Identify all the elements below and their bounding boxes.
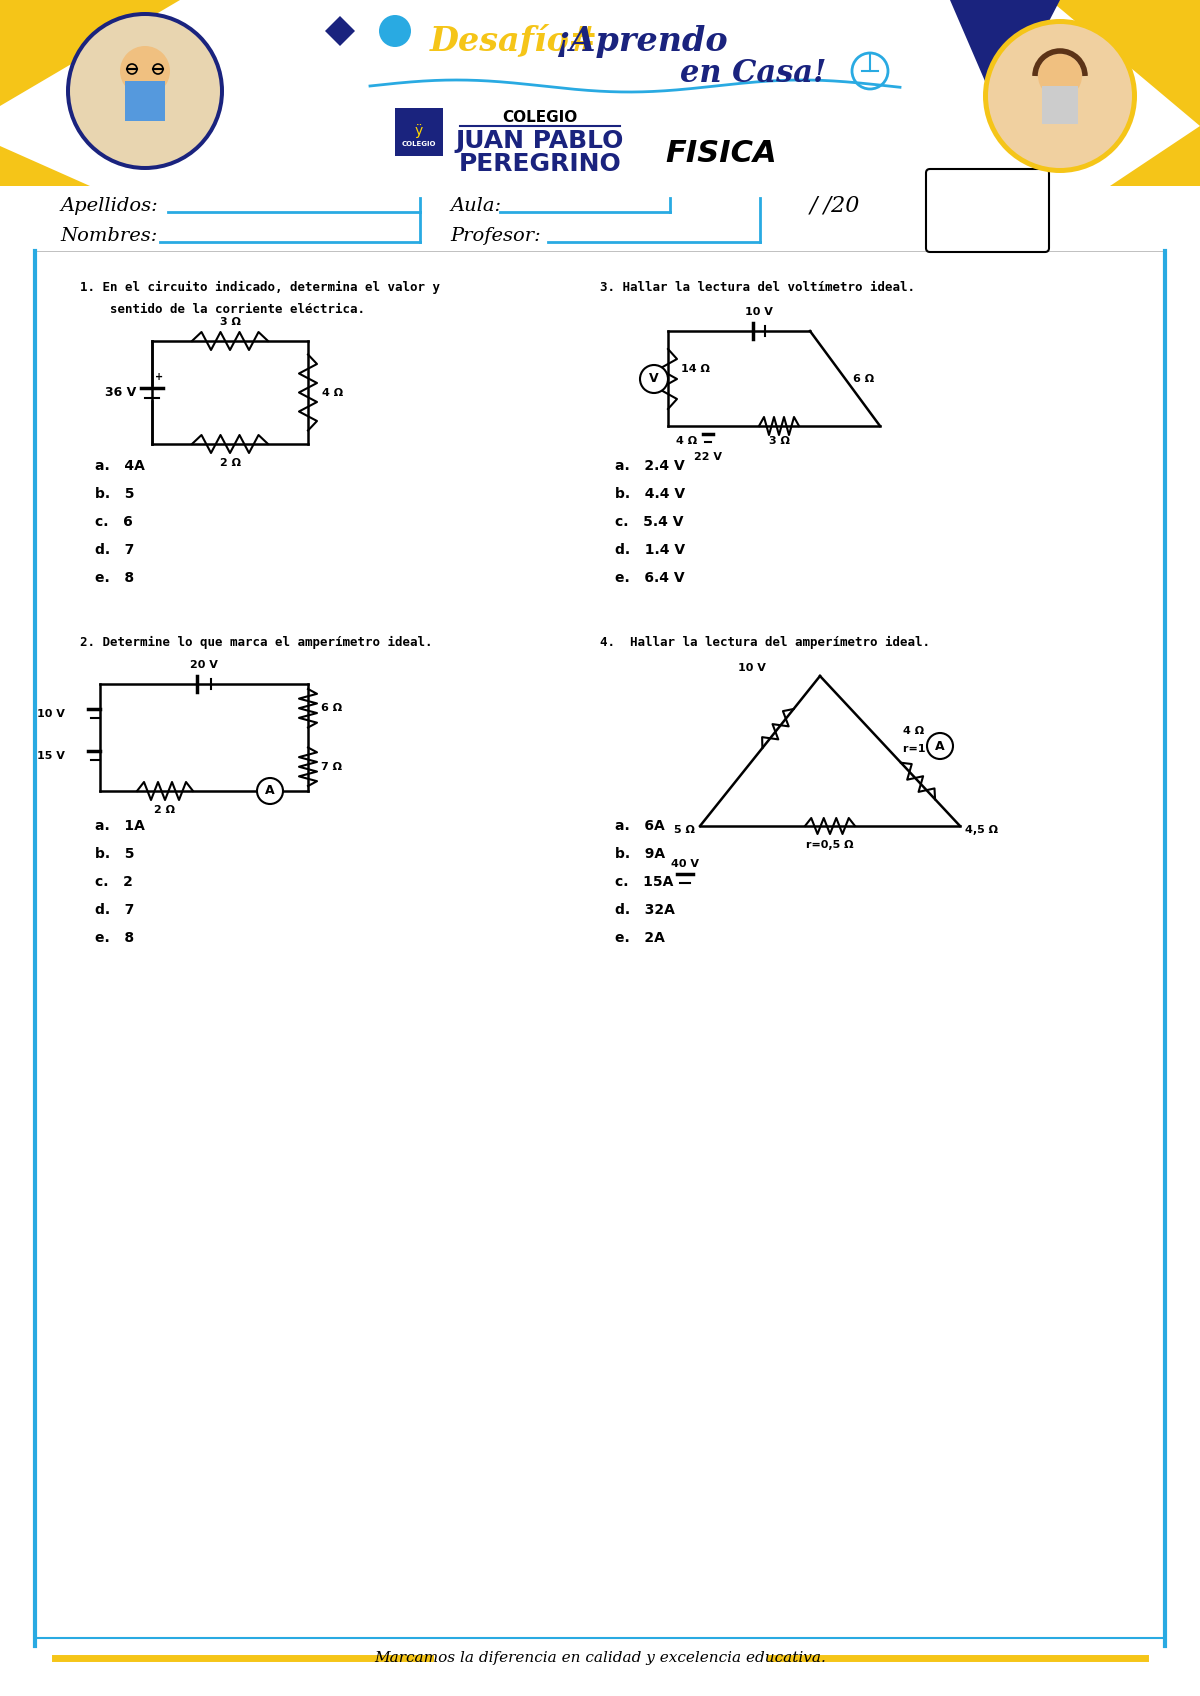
Bar (395, 109, 443, 156)
Circle shape (120, 46, 170, 97)
Text: 22 V: 22 V (694, 453, 722, 461)
Text: 4 Ω: 4 Ω (676, 436, 697, 446)
Text: 4.  Hallar la lectura del amperímetro ideal.: 4. Hallar la lectura del amperímetro ide… (600, 636, 930, 650)
Circle shape (379, 15, 410, 47)
Text: e.   6.4 V: e. 6.4 V (616, 572, 685, 585)
Text: a.   4A: a. 4A (95, 460, 145, 473)
Text: 2. Determine lo que marca el amperímetro ideal.: 2. Determine lo que marca el amperímetro… (80, 636, 432, 650)
Text: 4,5 Ω: 4,5 Ω (965, 824, 998, 834)
Text: PEREGRINO: PEREGRINO (458, 153, 622, 176)
Text: 36 V: 36 V (104, 387, 136, 399)
Text: Aula:: Aula: (450, 197, 502, 215)
Text: 20 V: 20 V (190, 660, 218, 670)
Text: a.   6A: a. 6A (616, 819, 665, 833)
Text: r=1 Ω: r=1 Ω (904, 745, 938, 755)
Text: ¡Aprendo: ¡Aprendo (554, 24, 727, 58)
Text: 4 Ω: 4 Ω (904, 726, 924, 736)
Text: / /20: / /20 (810, 195, 860, 217)
Text: V: V (649, 373, 659, 385)
Text: Nombres:: Nombres: (60, 227, 157, 244)
Text: 3 Ω: 3 Ω (220, 317, 240, 327)
Text: 4 Ω: 4 Ω (322, 387, 343, 397)
Text: a.   2.4 V: a. 2.4 V (616, 460, 685, 473)
Text: r=0,5 Ω: r=0,5 Ω (806, 840, 853, 850)
Circle shape (70, 15, 220, 166)
Circle shape (988, 24, 1132, 168)
Bar (125, 81, 166, 120)
Circle shape (640, 365, 668, 393)
Text: 3 Ω: 3 Ω (768, 436, 790, 446)
Text: 7 Ω: 7 Ω (322, 762, 342, 772)
Text: Marcamos la diferencia en calidad y excelencia educativa.: Marcamos la diferencia en calidad y exce… (374, 1650, 826, 1665)
Text: 10 V: 10 V (738, 663, 766, 673)
Text: e.   8: e. 8 (95, 572, 134, 585)
Text: Profesor:: Profesor: (450, 227, 541, 244)
Text: ÿ: ÿ (415, 124, 424, 137)
Circle shape (1038, 54, 1082, 98)
Text: 2 Ω: 2 Ω (155, 806, 175, 816)
Text: d.   32A: d. 32A (616, 902, 674, 918)
Text: c.   5.4 V: c. 5.4 V (616, 516, 684, 529)
Text: b.   5: b. 5 (95, 846, 134, 862)
Text: e.   8: e. 8 (95, 931, 134, 945)
Text: e.   2A: e. 2A (616, 931, 665, 945)
Circle shape (928, 733, 953, 760)
Text: sentido de la corriente eléctrica.: sentido de la corriente eléctrica. (80, 304, 365, 315)
Text: 6 Ω: 6 Ω (853, 375, 874, 383)
Text: b.   5: b. 5 (95, 487, 134, 500)
Text: 6 Ω: 6 Ω (322, 704, 342, 714)
Text: A: A (265, 785, 275, 797)
Text: 14 Ω: 14 Ω (682, 365, 710, 375)
Text: 15 V: 15 V (37, 751, 65, 762)
Text: 1. En el circuito indicado, determina el valor y: 1. En el circuito indicado, determina el… (80, 282, 440, 293)
Polygon shape (1110, 126, 1200, 187)
Polygon shape (950, 0, 1060, 115)
Polygon shape (325, 15, 355, 46)
Text: d.   1.4 V: d. 1.4 V (616, 543, 685, 556)
Text: 10 V: 10 V (37, 709, 65, 719)
Text: 2 Ω: 2 Ω (220, 458, 240, 468)
Text: 5 Ω: 5 Ω (674, 824, 695, 834)
Polygon shape (0, 0, 180, 105)
Text: 10 V: 10 V (745, 307, 773, 317)
Text: d.   7: d. 7 (95, 543, 134, 556)
Polygon shape (1050, 0, 1200, 126)
Text: A: A (935, 739, 944, 753)
Text: COLEGIO: COLEGIO (402, 141, 437, 148)
FancyBboxPatch shape (926, 170, 1049, 253)
Text: Apellidos:: Apellidos: (60, 197, 157, 215)
Text: +: + (155, 373, 163, 383)
Bar (0, 0, 1200, 187)
Text: Desafío#: Desafío# (430, 24, 598, 58)
Circle shape (66, 12, 224, 170)
Text: 3. Hallar la lectura del voltímetro ideal.: 3. Hallar la lectura del voltímetro idea… (600, 282, 916, 293)
Text: JUAN PABLO: JUAN PABLO (456, 129, 624, 153)
Circle shape (257, 778, 283, 804)
Text: d.   7: d. 7 (95, 902, 134, 918)
Circle shape (983, 19, 1138, 173)
Text: b.   4.4 V: b. 4.4 V (616, 487, 685, 500)
Text: c.   2: c. 2 (95, 875, 133, 889)
Bar (1042, 86, 1078, 124)
Text: en Casa!: en Casa! (680, 58, 827, 88)
Text: b.   9A: b. 9A (616, 846, 665, 862)
Text: c.   15A: c. 15A (616, 875, 673, 889)
Polygon shape (0, 146, 90, 187)
Text: 40 V: 40 V (671, 858, 698, 868)
Text: COLEGIO: COLEGIO (503, 110, 577, 126)
Text: a.   1A: a. 1A (95, 819, 145, 833)
Text: FISICA: FISICA (665, 139, 776, 168)
Text: c.   6: c. 6 (95, 516, 133, 529)
